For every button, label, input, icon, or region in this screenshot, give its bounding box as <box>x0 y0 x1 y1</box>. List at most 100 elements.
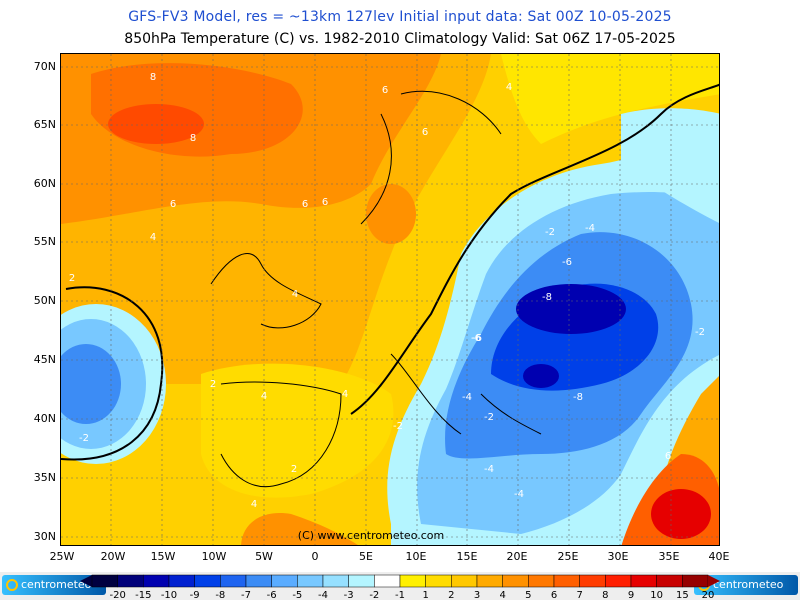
colorbar-label: 4 <box>499 590 506 601</box>
contour-label: 4 <box>506 82 512 93</box>
field-title: 850hPa Temperature (C) vs. 1982-2010 Cli… <box>124 31 676 47</box>
contour-label: 2 <box>210 379 216 390</box>
lon-label: 25E <box>557 550 579 563</box>
contour-label: -8 <box>542 292 552 303</box>
lat-label: 45N <box>33 353 56 366</box>
graticule <box>61 54 719 545</box>
colorbar-swatch <box>630 574 657 588</box>
contour-label: 6 <box>665 451 671 462</box>
colorbar-swatch <box>271 574 298 588</box>
colorbar-swatch <box>117 574 144 588</box>
logo-left: centrometeo <box>2 575 106 595</box>
colorbar-label: -20 <box>109 590 126 601</box>
contour-label: -2 <box>545 227 555 238</box>
colorbar-swatch <box>579 574 606 588</box>
colorbar-swatch <box>91 574 118 588</box>
lon-label: 40E <box>708 550 730 563</box>
colorbar-swatch <box>656 574 683 588</box>
colorbar-label: 5 <box>525 590 532 601</box>
mild-zone-iberia <box>201 363 394 498</box>
coastline-british-isles <box>210 253 322 329</box>
contour-label: 6 <box>170 199 176 210</box>
lat-label: 40N <box>33 412 56 425</box>
coastline-iberia <box>220 381 342 488</box>
contour-label: -2 <box>695 327 705 338</box>
colorbar-label: 1 <box>422 590 429 601</box>
lat-label: 55N <box>33 235 56 248</box>
colorbar-label: -1 <box>395 590 405 601</box>
contour-label: -8 <box>573 392 583 403</box>
colorbar-swatch <box>682 574 709 588</box>
map-canvas: 8 6 8 4 6 6 6 4 -4 6 -6 2 -8 4 2 4 -2 2 … <box>61 54 719 545</box>
contour-label: 6 <box>302 199 308 210</box>
warm-zone-norway <box>366 184 416 244</box>
lon-label: 10W <box>201 550 227 563</box>
cold-core-atlantic <box>61 344 121 424</box>
colorbar-swatch <box>194 574 221 588</box>
colorbar-swatch <box>553 574 580 588</box>
lon-label: 15W <box>150 550 176 563</box>
colorbar-label: -10 <box>160 590 178 601</box>
contour-label: 6 <box>422 127 428 138</box>
colorbar-swatch <box>425 574 452 588</box>
colorbar-swatch <box>605 574 632 588</box>
colorbar-swatch <box>528 574 555 588</box>
watermark: (C) www.centrometeo.com <box>298 529 444 542</box>
contour-label: -2 <box>484 412 494 423</box>
colorbar-swatch <box>476 574 503 588</box>
contour-label: 4 <box>261 391 267 402</box>
contour-label: 8 <box>190 133 196 144</box>
lat-label: 35N <box>33 471 56 484</box>
lat-label: 50N <box>33 294 56 307</box>
contour-label: -2 <box>79 433 89 444</box>
colorbar-swatch <box>348 574 375 588</box>
lon-label: 5W <box>255 550 273 563</box>
contour-label: -6 <box>562 257 572 268</box>
contour-label: -4 <box>585 223 595 234</box>
cold-zone-finland <box>621 108 719 223</box>
colorbar-label: 20 <box>701 590 715 601</box>
contour-label: -4 <box>484 464 494 475</box>
colorbar-label: -9 <box>189 590 200 601</box>
coastline-scandinavia <box>360 90 502 225</box>
colorbar-swatch <box>322 574 349 588</box>
lat-label: 60N <box>33 177 56 190</box>
colorbar-arrow-low <box>80 575 92 587</box>
mild-zone-arctic <box>501 54 719 144</box>
warm-core-levant <box>651 489 711 539</box>
contour-label: -4 <box>514 489 524 500</box>
colorbar-label: -2 <box>369 590 380 601</box>
lon-label: 0 <box>311 550 319 563</box>
colorbar-label: 6 <box>550 590 558 601</box>
contour-label: 4 <box>292 289 298 300</box>
contour-label: 6 <box>382 85 388 96</box>
colorbar-label: 15 <box>675 590 689 601</box>
contour-label: 8 <box>150 72 156 83</box>
colorbar-arrow-high <box>708 575 720 587</box>
colorbar-label: -8 <box>215 590 226 601</box>
colorbar-swatch <box>168 574 195 588</box>
lon-label: 30E <box>607 550 629 563</box>
colorbar-label: -5 <box>292 590 303 601</box>
colorbar-label: 2 <box>448 590 455 601</box>
colorbar-swatch <box>297 574 324 588</box>
temperature-anomaly-map: 8 6 8 4 6 6 6 4 -4 6 -6 2 -8 4 2 4 -2 2 … <box>60 53 720 546</box>
contour-label: 2 <box>291 464 297 475</box>
colorbar-label: -7 <box>241 590 251 601</box>
contour-label: 2 <box>69 273 75 284</box>
lon-label: 20W <box>100 550 126 563</box>
colorbar-swatch <box>143 574 170 588</box>
colorbar-label: 10 <box>650 590 664 601</box>
colorbar-swatch <box>399 574 426 588</box>
cold-spot-romania <box>523 364 559 388</box>
contour-label: -6 <box>472 333 482 344</box>
colorbar-label: -15 <box>135 590 152 601</box>
lon-label: 35E <box>658 550 680 563</box>
colorbar-swatch <box>451 574 478 588</box>
logo-right: centrometeo <box>694 575 798 595</box>
colorbar-swatch <box>245 574 272 588</box>
contour-label: -2 <box>393 421 403 432</box>
contour-label: 4 <box>251 499 257 510</box>
lat-label: 70N <box>33 60 56 73</box>
zero-contour-atlantic <box>61 286 164 461</box>
